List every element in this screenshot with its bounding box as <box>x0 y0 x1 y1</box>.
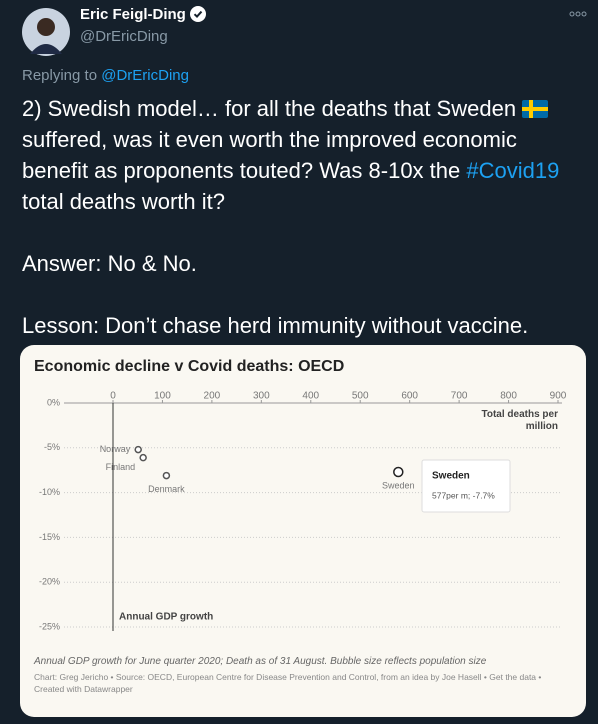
tooltip-title: Sweden <box>432 471 470 482</box>
y-tick-label: 0% <box>47 397 60 407</box>
more-button[interactable] <box>568 10 588 18</box>
reply-prefix: Replying to <box>22 67 98 84</box>
text: total deaths worth it? <box>22 189 226 214</box>
x-tick-label: 300 <box>253 391 270 402</box>
x-tick-label: 500 <box>352 391 369 402</box>
y-tick-label: -10% <box>39 487 60 497</box>
tweet-text: 2) Swedish model… for all the deaths tha… <box>22 93 577 372</box>
text: 2) Swedish model… for all the deaths tha… <box>22 96 517 121</box>
point <box>139 453 147 462</box>
x-tick-label: 0 <box>110 391 116 402</box>
point <box>162 471 171 480</box>
avatar[interactable] <box>22 8 70 56</box>
text: suffered, was it even worth the improved… <box>22 127 517 183</box>
x-tick-label: 800 <box>500 391 517 402</box>
x-tick-label: 200 <box>204 391 221 402</box>
point-label: Sweden <box>382 480 415 490</box>
point-label: Norway <box>100 444 131 454</box>
y-axis-label: Annual GDP growth <box>119 612 213 623</box>
tooltip-text: 577per m; -7.7% <box>432 490 495 500</box>
reply-handle[interactable]: @DrEricDing <box>101 67 189 84</box>
point-label: Denmark <box>148 484 185 494</box>
y-tick-label: -5% <box>44 442 60 452</box>
author-name[interactable]: Eric Feigl-Ding <box>80 6 207 23</box>
text: Answer: No & No. <box>22 251 197 276</box>
reply-info: Replying to @DrEricDing <box>22 67 189 84</box>
verified-badge <box>190 6 207 22</box>
author-handle[interactable]: @DrEricDing <box>80 28 168 45</box>
chart: Economic decline v Covid deaths: OECD 0%… <box>34 358 567 631</box>
text: Lesson: Don’t chase herd immunity withou… <box>22 313 529 338</box>
x-tick-label: 900 <box>550 391 567 402</box>
chart-card[interactable]: Economic decline v Covid deaths: OECD 0%… <box>20 345 586 717</box>
chart-title: Economic decline v Covid deaths: OECD <box>34 358 344 375</box>
point <box>134 445 142 454</box>
x-tick-label: 600 <box>401 391 418 402</box>
y-tick-label: -15% <box>39 532 60 542</box>
sweden-flag <box>522 100 549 118</box>
hashtag[interactable]: #Covid19 <box>466 158 560 183</box>
caption: Annual GDP growth for June quarter 2020;… <box>34 656 487 667</box>
point <box>393 466 404 478</box>
point-label: Finland <box>106 462 136 472</box>
y-tick-label: -25% <box>39 621 60 631</box>
x-tick-label: 700 <box>451 391 468 402</box>
x-tick-label: 100 <box>154 391 171 402</box>
name-text[interactable]: Eric Feigl-Ding <box>80 6 186 23</box>
credit: Chart: Greg Jericho • Source: OECD, Euro… <box>34 672 542 694</box>
x-tick-label: 400 <box>302 391 319 402</box>
x-axis-label: Total deaths per million <box>481 409 559 432</box>
y-tick-label: -20% <box>39 577 60 587</box>
tooltip-box <box>421 459 511 513</box>
